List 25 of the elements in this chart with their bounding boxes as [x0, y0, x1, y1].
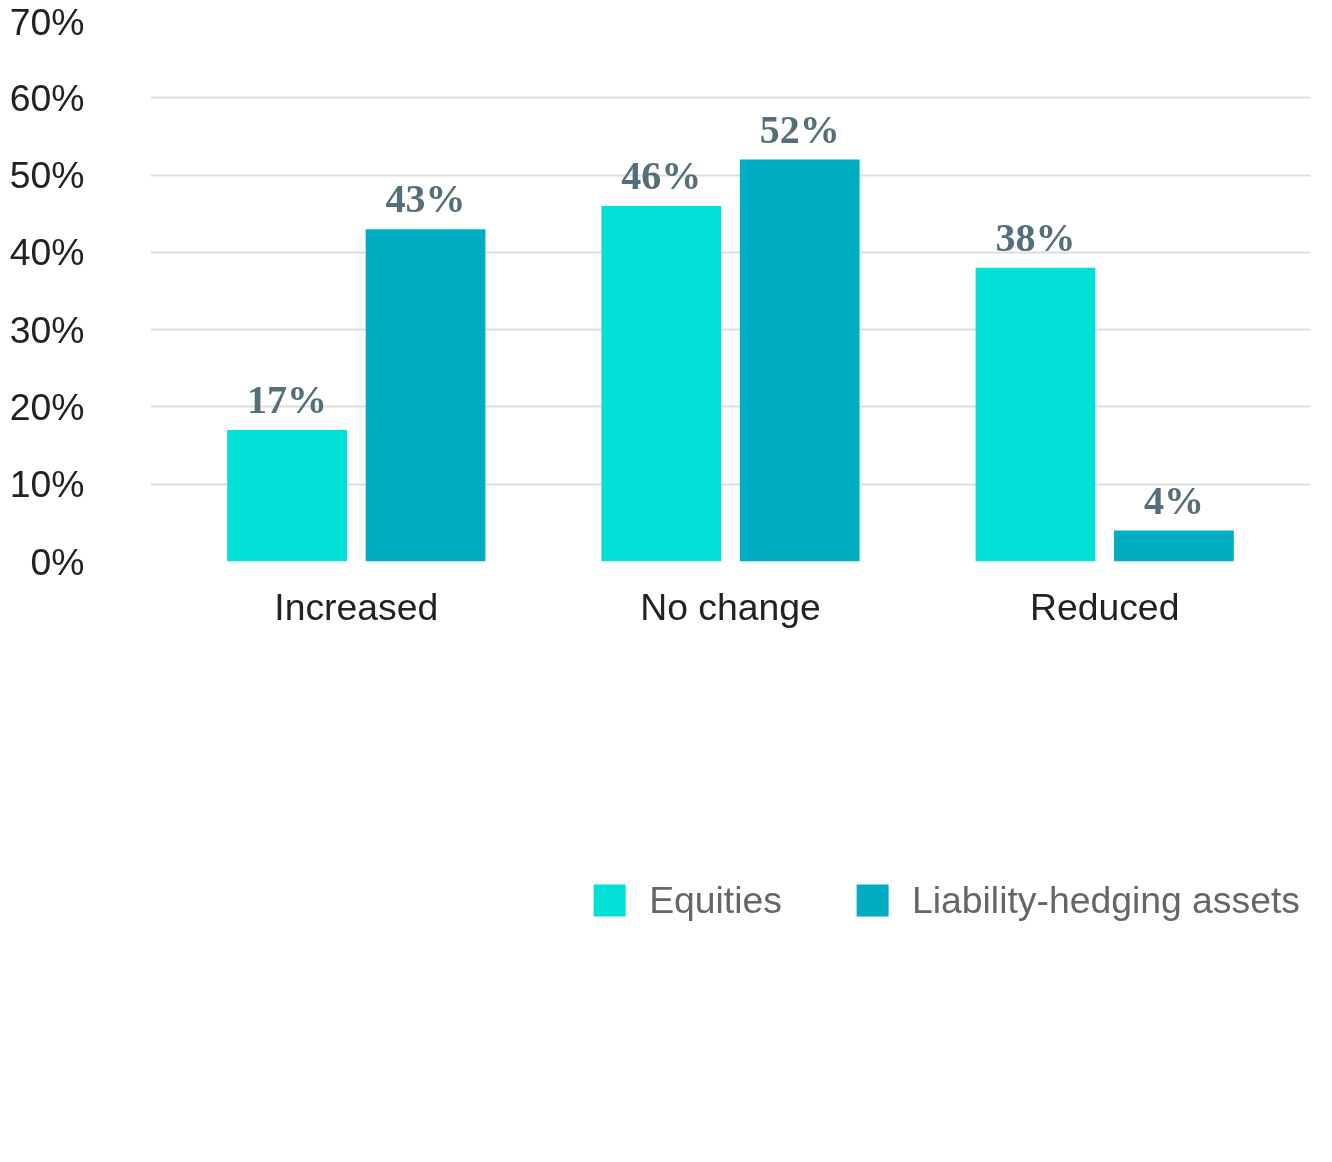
- y-tick-label: 60%: [9, 76, 85, 119]
- x-tick-label: No change: [640, 585, 821, 628]
- data-label: 52%: [759, 106, 840, 152]
- data-label: 4%: [1143, 477, 1204, 523]
- data-label: 43%: [385, 176, 466, 222]
- y-tick-label: 0%: [30, 540, 85, 583]
- bar: [1114, 530, 1234, 562]
- data-label: 38%: [995, 214, 1076, 260]
- x-tick-label: Reduced: [1029, 585, 1180, 628]
- y-tick-label: 10%: [9, 463, 85, 506]
- data-label: 46%: [621, 152, 702, 198]
- x-tick-label: Increased: [274, 585, 439, 628]
- legend-label: Liability-hedging assets: [911, 878, 1300, 922]
- bar: [975, 267, 1096, 562]
- legend-label: Equities: [649, 878, 782, 922]
- y-tick-label: 40%: [9, 231, 85, 274]
- y-tick-label: 70%: [9, 0, 85, 43]
- bar: [601, 205, 722, 562]
- bar: [739, 159, 860, 562]
- y-tick-label: 50%: [9, 154, 85, 197]
- bar: [227, 430, 347, 562]
- y-tick-label: 30%: [9, 308, 85, 351]
- data-label: 17%: [247, 377, 328, 423]
- bar: [365, 229, 486, 562]
- y-tick-label: 20%: [9, 385, 85, 428]
